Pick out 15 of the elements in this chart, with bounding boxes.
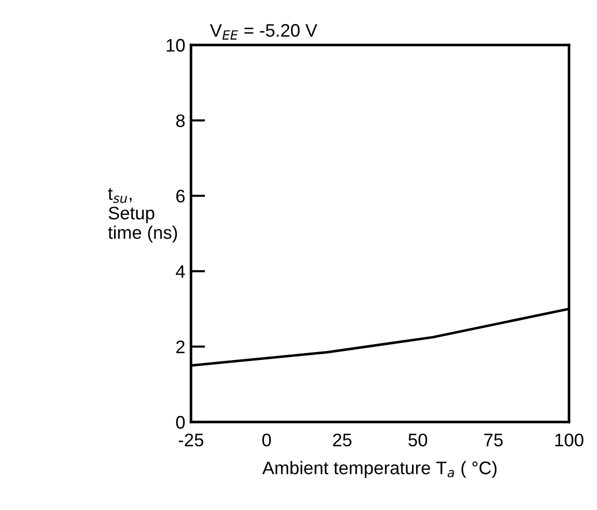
- y-tick-label: 0: [176, 416, 185, 429]
- y-tick-label: 4: [176, 265, 185, 278]
- x-tick-label: 50: [408, 434, 428, 446]
- x-tick-label: 75: [484, 434, 503, 446]
- x-tick-label: 100: [555, 434, 584, 446]
- y-tick-label: 2: [176, 340, 185, 354]
- y-axis-title: t$_{su}$, Setup time (ns): [108, 188, 177, 243]
- y-tick-label: 6: [176, 190, 185, 203]
- x-tick-label: 0: [262, 434, 271, 446]
- chart-title: V$_{EE}$ = -5.20 V: [210, 24, 318, 40]
- y-tick-label: 10: [166, 38, 185, 52]
- x-tick-label: -25: [178, 434, 204, 446]
- x-tick-label: 25: [333, 434, 352, 446]
- x-axis-title: Ambient temperature T$_{a}$ ( °C): [262, 461, 497, 478]
- y-tick-label: 8: [176, 114, 185, 128]
